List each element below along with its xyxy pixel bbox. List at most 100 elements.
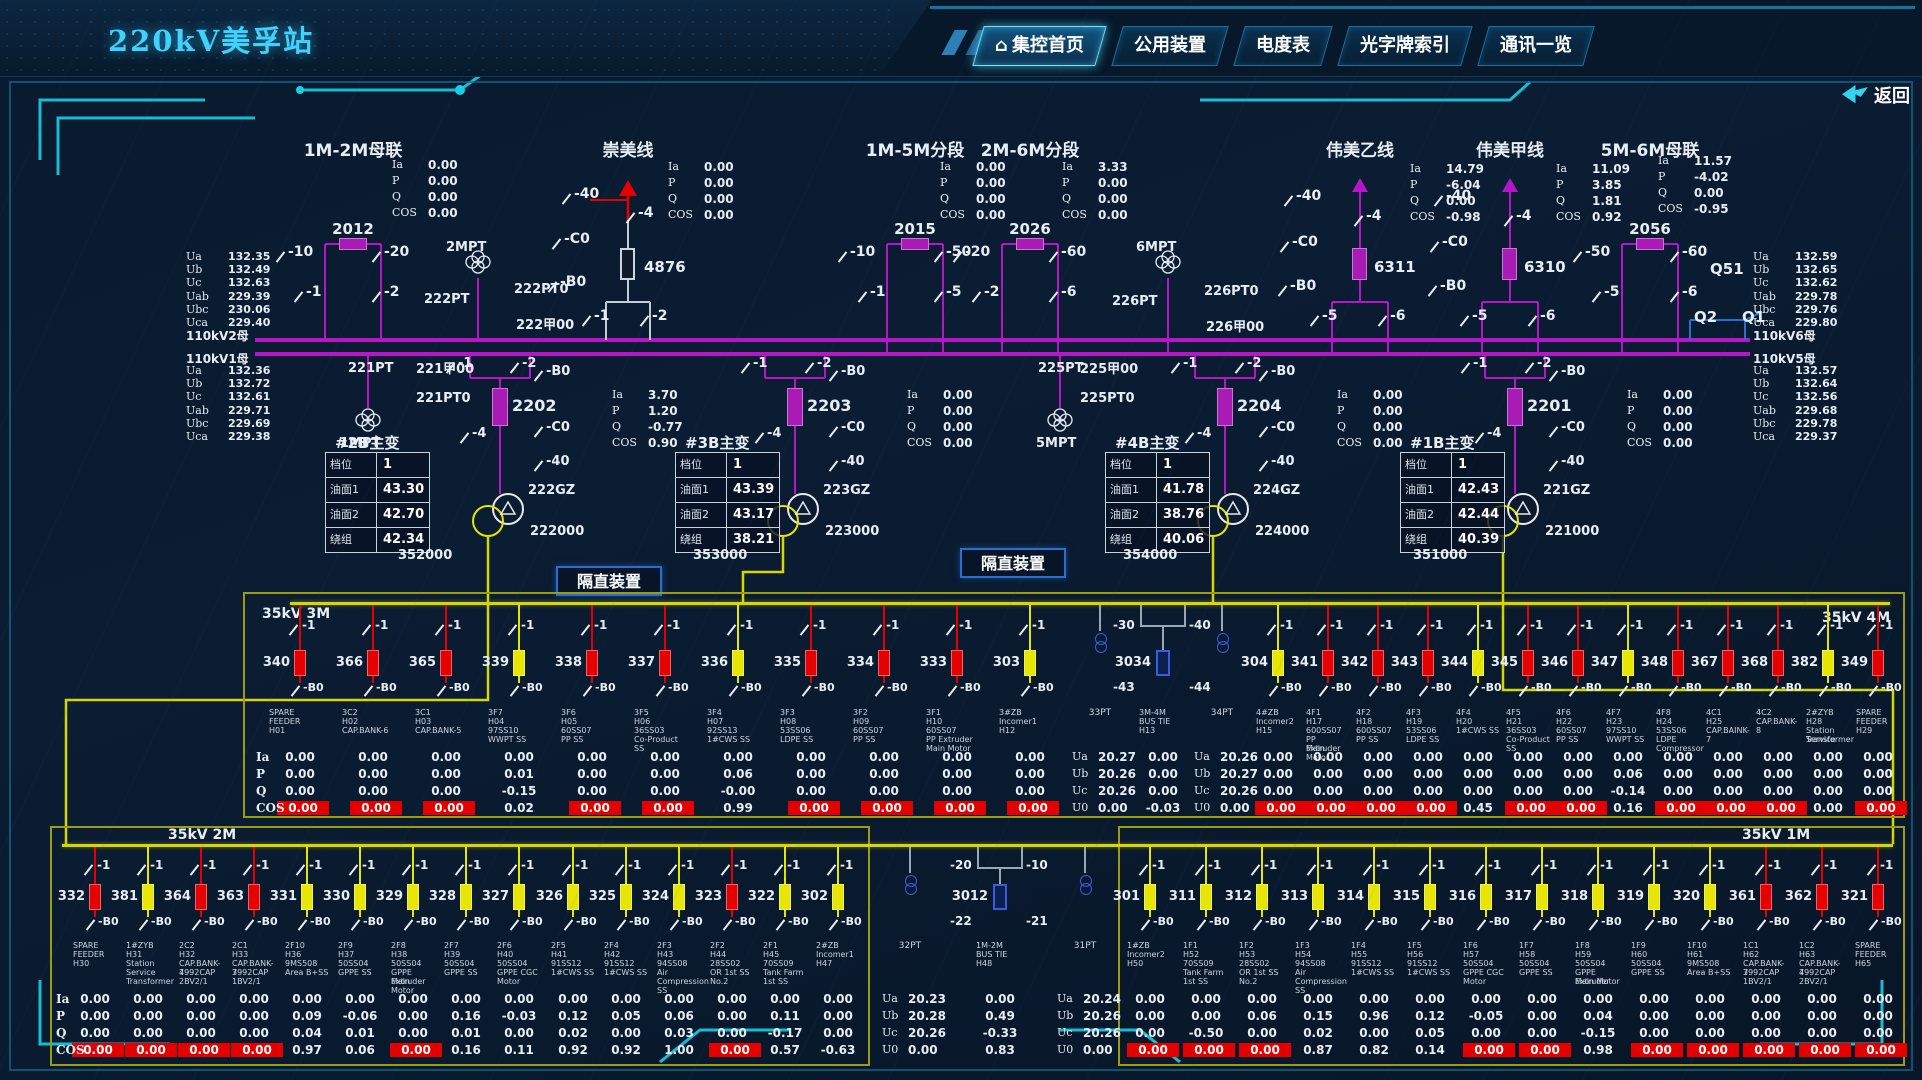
breaker-322[interactable] [779, 884, 791, 910]
disconnector-label[interactable]: -1 [1376, 858, 1390, 872]
nav-button-4[interactable]: 光字牌索引 [1337, 26, 1473, 66]
breaker-301[interactable] [1144, 884, 1156, 910]
earth-switch-label[interactable]: -B0 [151, 915, 172, 928]
earth-switch-label[interactable]: -B0 [1825, 915, 1846, 928]
switch-label[interactable]: -21 [1026, 914, 1048, 928]
switch-label[interactable]: -4 [1366, 208, 1382, 224]
breaker-327[interactable] [513, 884, 525, 910]
disconnector-label[interactable]: -1 [1880, 618, 1894, 632]
breaker-343[interactable] [1422, 650, 1434, 676]
disconnector-label[interactable]: -1 [840, 858, 854, 872]
earth-switch-label[interactable]: -B0 [1601, 915, 1622, 928]
disconnector-label[interactable]: -1 [1380, 618, 1394, 632]
earth-switch-label[interactable]: -B0 [741, 681, 762, 694]
dc-blocker-button[interactable]: 隔直装置 [960, 548, 1066, 578]
breaker-302[interactable] [832, 884, 844, 910]
breaker-324[interactable] [673, 884, 685, 910]
breaker-362[interactable] [1816, 884, 1828, 910]
breaker-367[interactable] [1722, 650, 1734, 676]
switch-label[interactable]: -B0 [560, 274, 587, 290]
earth-switch-label[interactable]: -B0 [1209, 915, 1230, 928]
disconnector-label[interactable]: -1 [1880, 858, 1894, 872]
earth-switch-label[interactable]: -B0 [1881, 681, 1902, 694]
breaker-315[interactable] [1424, 884, 1436, 910]
switch-label-Q2[interactable]: Q2 [1694, 308, 1718, 326]
breaker-2012[interactable] [339, 238, 367, 250]
disconnector-label[interactable]: -1 [521, 618, 535, 632]
switch-label[interactable]: -4 [1487, 426, 1502, 441]
switch-label[interactable]: -4 [472, 426, 487, 441]
disconnector-label[interactable]: -1 [1432, 858, 1446, 872]
disconnector-label[interactable]: -1 [681, 858, 695, 872]
breaker-2201[interactable] [1507, 388, 1523, 426]
switch-label[interactable]: -4 [638, 205, 654, 221]
breaker-337[interactable] [659, 650, 671, 676]
switch-label[interactable]: -6 [1540, 308, 1556, 324]
disconnector-label[interactable]: -1 [1780, 618, 1794, 632]
breaker-320[interactable] [1704, 884, 1716, 910]
back-button[interactable]: 返回 [1842, 82, 1910, 108]
disconnector-label[interactable]: -1 [1530, 618, 1544, 632]
earth-switch-label[interactable]: -B0 [1381, 681, 1402, 694]
disconnector-label[interactable]: -1 [150, 858, 164, 872]
switch-label[interactable]: -60 [1061, 244, 1087, 260]
switch-label[interactable]: -B0 [1440, 278, 1467, 294]
earth-switch-label[interactable]: -B0 [814, 681, 835, 694]
disconnector-label[interactable]: -1 [575, 858, 589, 872]
switch-label[interactable]: -B0 [841, 364, 866, 379]
breaker-2026[interactable] [1016, 238, 1044, 250]
earth-switch-label[interactable]: -B0 [1657, 915, 1678, 928]
disconnector-label[interactable]: -1 [97, 858, 111, 872]
earth-switch-label[interactable]: -B0 [376, 681, 397, 694]
switch-label[interactable]: -1 [1473, 356, 1488, 371]
breaker-2203[interactable] [787, 388, 803, 426]
breaker-347[interactable] [1622, 650, 1634, 676]
earth-switch-label[interactable]: -B0 [1769, 915, 1790, 928]
breaker-338[interactable] [586, 650, 598, 676]
earth-switch-label[interactable]: -B0 [1321, 915, 1342, 928]
breaker-345[interactable] [1522, 650, 1534, 676]
disconnector-label[interactable]: -1 [1730, 618, 1744, 632]
breaker-340[interactable] [294, 650, 306, 676]
earth-switch-label[interactable]: -B0 [668, 681, 689, 694]
breaker-344[interactable] [1472, 650, 1484, 676]
switch-label[interactable]: -43 [1113, 680, 1135, 694]
breaker-326[interactable] [567, 884, 579, 910]
switch-label[interactable]: -B0 [1271, 364, 1296, 379]
disconnector-label[interactable]: -1 [959, 618, 973, 632]
disconnector-label[interactable]: -1 [1330, 618, 1344, 632]
disconnector-label[interactable]: -1 [813, 618, 827, 632]
disconnector-label[interactable]: -1 [667, 618, 681, 632]
disconnector-label[interactable]: -1 [375, 618, 389, 632]
disconnector-label[interactable]: -1 [1630, 618, 1644, 632]
earth-switch-label[interactable]: -B0 [887, 681, 908, 694]
breaker-6311[interactable] [1352, 248, 1367, 280]
switch-label[interactable]: -4 [1197, 426, 1212, 441]
earth-switch-label[interactable]: -B0 [310, 915, 331, 928]
breaker-316[interactable] [1480, 884, 1492, 910]
earth-switch-label[interactable]: -B0 [629, 915, 650, 928]
breaker-364[interactable] [195, 884, 207, 910]
disconnector-label[interactable]: -1 [468, 858, 482, 872]
disconnector-label[interactable]: -1 [309, 858, 323, 872]
earth-switch-label[interactable]: -B0 [98, 915, 119, 928]
earth-switch-label[interactable]: -B0 [1481, 681, 1502, 694]
earth-switch-label[interactable]: -B0 [735, 915, 756, 928]
breaker-368[interactable] [1772, 650, 1784, 676]
breaker-348[interactable] [1672, 650, 1684, 676]
disconnector-label[interactable]: -1 [1712, 858, 1726, 872]
breaker-6310[interactable] [1502, 248, 1517, 280]
breaker-321[interactable] [1872, 884, 1884, 910]
earth-switch-label[interactable]: -B0 [1433, 915, 1454, 928]
switch-label[interactable]: -40 [1189, 618, 1211, 632]
switch-label[interactable]: -1 [594, 308, 610, 324]
earth-switch-label[interactable]: -B0 [1377, 915, 1398, 928]
breaker-325[interactable] [620, 884, 632, 910]
switch-label[interactable]: -5 [1472, 308, 1488, 324]
switch-label[interactable]: -C0 [1271, 420, 1295, 435]
breaker-349[interactable] [1872, 650, 1884, 676]
disconnector-label[interactable]: -1 [1264, 858, 1278, 872]
switch-label[interactable]: -2 [1247, 356, 1262, 371]
breaker-312[interactable] [1256, 884, 1268, 910]
disconnector-label[interactable]: -1 [740, 618, 754, 632]
